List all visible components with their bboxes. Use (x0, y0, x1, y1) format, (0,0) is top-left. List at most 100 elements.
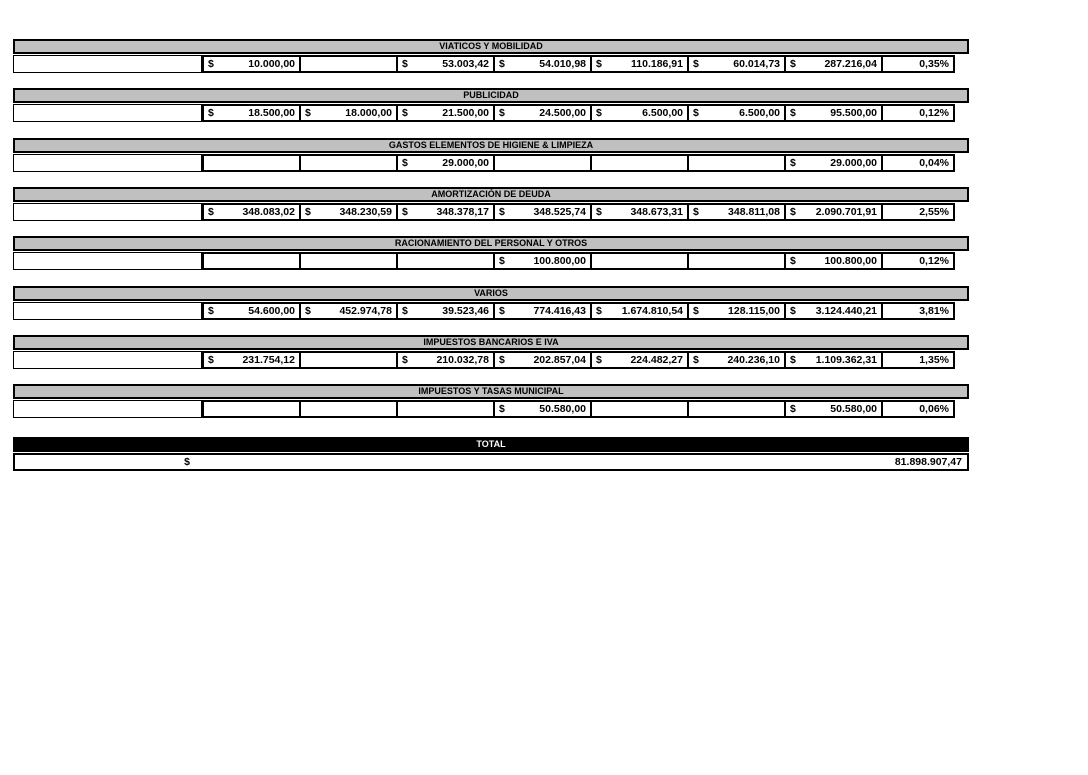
row-label-cell[interactable] (13, 104, 202, 123)
amount-cell-month-1[interactable]: $ (202, 252, 301, 271)
section-percent-cell[interactable]: 0,12% (881, 252, 955, 271)
amount-cell-month-1[interactable]: $348.083,02 (202, 202, 301, 221)
amount-cell-month-3[interactable]: $53.003,42 (396, 55, 495, 73)
section-percent-cell[interactable]: 2,55% (881, 202, 955, 221)
currency-symbol: $ (596, 107, 602, 120)
amount-cell-month-2[interactable]: $18.000,00 (299, 104, 398, 123)
section-percent-cell[interactable]: 0,35% (881, 55, 955, 73)
section-total-cell[interactable]: $287.216,04 (784, 55, 883, 73)
section-total-cell[interactable]: $1.109.362,31 (784, 350, 883, 369)
amount-cell-month-2[interactable]: $452.974,78 (299, 301, 398, 320)
amount-cell-month-5[interactable]: $224.482,27 (590, 350, 689, 369)
amount-cell-month-5[interactable]: $1.674.810,54 (590, 301, 689, 320)
amount-cell-month-1[interactable]: $231.754,12 (202, 350, 301, 369)
row-label-cell[interactable] (13, 400, 202, 419)
table-row: $54.600,00 $452.974,78 $39.523,46 $774.416,… (13, 301, 969, 320)
amount-cell-month-3[interactable]: $348.378,17 (396, 202, 495, 221)
amount-cell-month-6[interactable]: $6.500,00 (687, 104, 786, 123)
expense-section-varios: VARIOS $54.600,00 $452.974,78 $39.523,46 $77… (13, 285, 969, 320)
amount-cell-month-4[interactable]: $ (493, 153, 592, 172)
currency-symbol: $ (305, 205, 311, 218)
amount-cell-month-1[interactable]: $54.600,00 (202, 301, 301, 320)
row-label-cell[interactable] (13, 252, 202, 271)
section-percent-cell[interactable]: 1,35% (881, 350, 955, 369)
amount-cell-month-5[interactable]: $ (590, 153, 689, 172)
table-row: $$$29.000,00$$$$29.000,000,04% (13, 153, 969, 172)
section-total-cell[interactable]: $3.124.440,21 (784, 301, 883, 320)
section-percent-cell[interactable]: 3,81% (881, 301, 955, 320)
currency-symbol: $ (693, 205, 699, 218)
amount-cell-month-4[interactable]: $24.500,00 (493, 104, 592, 123)
amount-value: 110.186,91 (631, 58, 683, 70)
section-total-cell[interactable]: $29.000,00 (784, 153, 883, 172)
section-total-cell[interactable]: $2.090.701,91 (784, 202, 883, 221)
section-percent-cell[interactable]: 0,12% (881, 104, 955, 123)
amount-cell-month-3[interactable]: $ (396, 400, 495, 419)
amount-cell-month-1[interactable]: $18.500,00 (202, 104, 301, 123)
row-label-cell[interactable] (13, 153, 202, 172)
amount-value: 10.000,00 (248, 58, 295, 70)
amount-cell-month-4[interactable]: $202.857,04 (493, 350, 592, 369)
amount-value: 21.500,00 (442, 107, 489, 120)
expense-section-gastos-elementos-de-higiene-limpieza: GASTOS ELEMENTOS DE HIGIENE & LIMPIEZA$$… (13, 137, 969, 172)
section-title-band: PUBLICIDAD (13, 88, 969, 104)
amount-cell-month-2[interactable]: $ (299, 350, 398, 369)
currency-symbol: $ (790, 205, 796, 218)
amount-cell-month-5[interactable]: $6.500,00 (590, 104, 689, 123)
amount-cell-month-2[interactable]: $ (299, 252, 398, 271)
section-total-cell[interactable]: $50.580,00 (784, 400, 883, 419)
section-title-band: IMPUESTOS BANCARIOS E IVA (13, 334, 969, 350)
amount-cell-month-5[interactable]: $348.673,31 (590, 202, 689, 221)
amount-cell-month-2[interactable]: $348.230,59 (299, 202, 398, 221)
grand-total-row[interactable]: $81.898.907,47 (13, 453, 969, 472)
amount-value: 18.500,00 (248, 107, 295, 120)
amount-cell-month-6[interactable]: $ (687, 153, 786, 172)
expense-section-amortizacion-de-deuda: AMORTIZACIÓN DE DEUDA $348.083,02 $348.230… (13, 186, 969, 221)
amount-cell-month-3[interactable]: $21.500,00 (396, 104, 495, 123)
section-total-cell[interactable]: $100.800,00 (784, 252, 883, 271)
row-label-cell[interactable] (13, 301, 202, 320)
amount-cell-month-4[interactable]: $774.416,43 (493, 301, 592, 320)
amount-cell-month-6[interactable]: $128.115,00 (687, 301, 786, 320)
amount-cell-month-2[interactable]: $ (299, 55, 398, 73)
section-total-value: 50.580,00 (830, 403, 877, 416)
amount-cell-month-4[interactable]: $54.010,98 (493, 55, 592, 73)
amount-cell-month-6[interactable]: $ (687, 252, 786, 271)
amount-cell-month-5[interactable]: $ (590, 252, 689, 271)
amount-cell-month-3[interactable]: $39.523,46 (396, 301, 495, 320)
amount-cell-month-6[interactable]: $60.014,73 (687, 55, 786, 73)
section-percent-cell[interactable]: 0,04% (881, 153, 955, 172)
amount-cell-month-2[interactable]: $ (299, 153, 398, 172)
currency-symbol: $ (402, 304, 408, 317)
amount-cell-month-1[interactable]: $10.000,00 (202, 55, 301, 73)
amount-cell-month-4[interactable]: $50.580,00 (493, 400, 592, 419)
section-title-band: RACIONAMIENTO DEL PERSONAL Y OTROS (13, 236, 969, 252)
section-total-cell[interactable]: $95.500,00 (784, 104, 883, 123)
amount-cell-month-6[interactable]: $348.811,08 (687, 202, 786, 221)
currency-symbol: $ (499, 205, 505, 218)
row-label-cell[interactable] (13, 350, 202, 369)
section-percent-cell[interactable]: 0,06% (881, 400, 955, 419)
amount-value: 348.230,59 (339, 205, 392, 218)
amount-value: 53.003,42 (442, 58, 489, 70)
currency-symbol: $ (499, 255, 505, 268)
row-label-cell[interactable] (13, 55, 202, 73)
currency-symbol: $ (499, 107, 505, 120)
amount-value: 348.378,17 (436, 205, 489, 218)
amount-cell-month-2[interactable]: $ (299, 400, 398, 419)
amount-cell-month-5[interactable]: $ (590, 400, 689, 419)
amount-cell-month-3[interactable]: $ (396, 252, 495, 271)
amount-cell-month-1[interactable]: $ (202, 400, 301, 419)
amount-cell-month-4[interactable]: $100.800,00 (493, 252, 592, 271)
amount-cell-month-1[interactable]: $ (202, 153, 301, 172)
amount-cell-month-6[interactable]: $ (687, 400, 786, 419)
amount-cell-month-5[interactable]: $110.186,91 (590, 55, 689, 73)
section-total-value: 100.800,00 (824, 255, 877, 268)
amount-cell-month-3[interactable]: $210.032,78 (396, 350, 495, 369)
amount-cell-month-6[interactable]: $240.236,10 (687, 350, 786, 369)
amount-cell-month-4[interactable]: $348.525,74 (493, 202, 592, 221)
amount-cell-month-3[interactable]: $29.000,00 (396, 153, 495, 172)
amount-value: 54.010,98 (539, 58, 586, 70)
row-label-cell[interactable] (13, 202, 202, 221)
currency-symbol: $ (208, 353, 214, 366)
